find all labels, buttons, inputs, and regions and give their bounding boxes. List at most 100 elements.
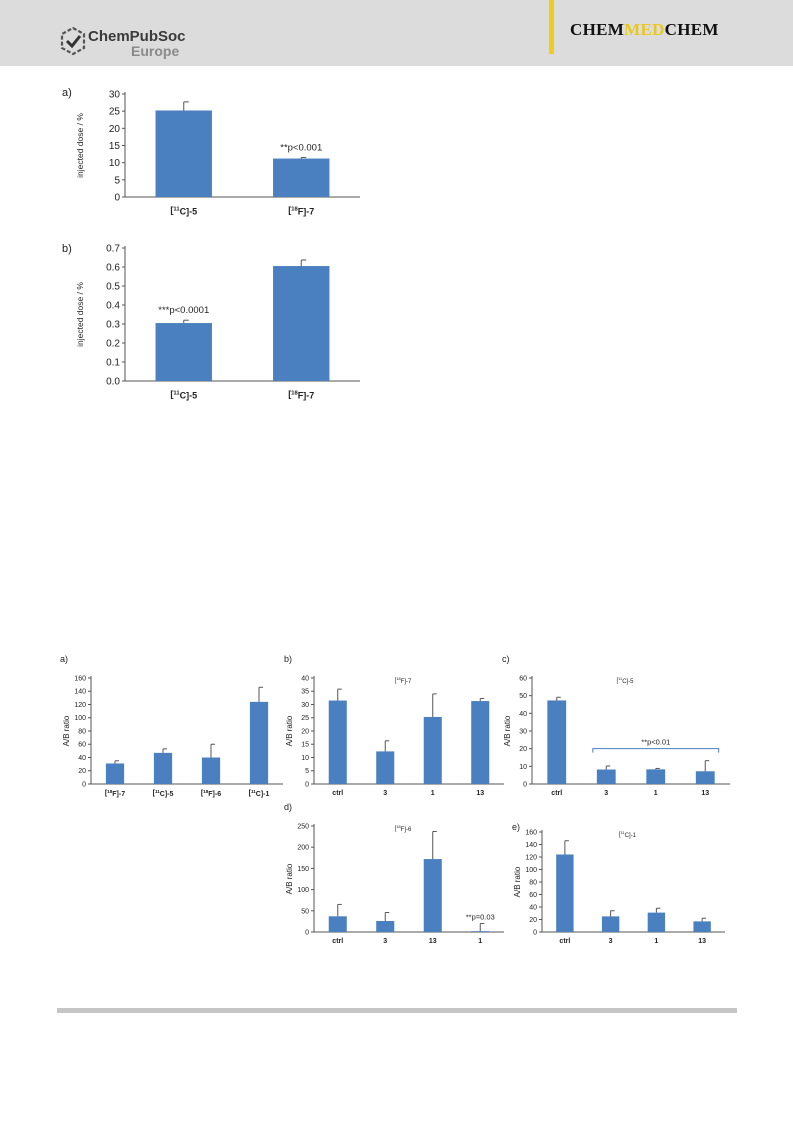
y-tick-label: 60 (78, 742, 86, 749)
bar (155, 110, 212, 197)
bar (647, 912, 666, 932)
x-tick-label: [11C]-5 (170, 389, 197, 400)
y-tick-label: 0.1 (106, 358, 120, 369)
y-tick-label: 120 (74, 702, 86, 709)
y-tick-label: 60 (519, 675, 527, 682)
journal-title-left: CHEM (570, 20, 625, 39)
x-tick-label: 13 (701, 790, 709, 797)
y-tick-label: 40 (301, 675, 309, 682)
x-tick-label: 13 (429, 938, 437, 945)
bar (273, 266, 330, 381)
y-tick-label: 30 (301, 702, 309, 709)
panel-label: b) (284, 654, 292, 664)
chart-title: [11C]-1 (619, 830, 637, 839)
y-tick-label: 140 (74, 689, 86, 696)
journal-accent-bar (549, 0, 554, 54)
bar (423, 859, 442, 932)
y-tick-label: 30 (109, 90, 121, 101)
y-axis-label: injected dose / % (75, 113, 85, 178)
x-tick-label: [18F]-7 (288, 205, 314, 216)
figure1-panel-b-chart: b) injected dose / % 0.0 0.1 0.2 0.3 0.4 0.5 0.6… (62, 243, 360, 400)
y-axis-label: injected dose / % (75, 282, 85, 347)
y-tick-label: 10 (109, 158, 121, 169)
bar (201, 757, 221, 784)
figure2-panel-e-chart: e) A/B ratio 0 20 40 60 80 100 120 140 160 [11C]-1 c… (512, 822, 725, 945)
y-tick-label: 20 (78, 768, 86, 775)
y-tick-label: 100 (525, 867, 537, 874)
y-axis-label: A/B ratio (285, 863, 294, 894)
y-tick-label: 80 (529, 879, 537, 886)
bar (695, 771, 715, 784)
x-tick-label: 1 (654, 790, 658, 797)
y-tick-label: 140 (525, 842, 537, 849)
footer-divider (57, 1008, 737, 1013)
y-tick-label: 150 (297, 866, 309, 873)
y-axis-label: A/B ratio (513, 866, 522, 897)
bar (273, 158, 330, 197)
x-tick-label: 3 (609, 938, 613, 945)
significance-bracket (592, 748, 720, 753)
x-tick-label: ctrl (551, 790, 562, 797)
y-tick-label: 15 (301, 742, 309, 749)
y-tick-label: 20 (109, 124, 121, 135)
y-tick-label: 10 (301, 755, 309, 762)
y-tick-label: 0.7 (106, 244, 120, 255)
y-tick-label: 120 (525, 854, 537, 861)
panel-label: a) (60, 654, 68, 664)
y-tick-label: 35 (301, 689, 309, 696)
x-tick-label: 13 (476, 790, 484, 797)
panel-label: a) (62, 87, 72, 99)
y-tick-label: 0.2 (106, 339, 120, 350)
bar (376, 751, 395, 784)
x-tick-label: [11C]-5 (170, 205, 197, 216)
x-tick-label: ctrl (559, 938, 570, 945)
panel-label: c) (502, 654, 510, 664)
y-tick-label: 40 (78, 755, 86, 762)
significance-label: **p=0.03 (466, 913, 495, 922)
y-tick-label: 5 (305, 768, 309, 775)
bar (155, 323, 212, 381)
panel-label: e) (512, 822, 520, 832)
chart-title: [18F]-6 (395, 824, 412, 833)
y-tick-label: 30 (519, 728, 527, 735)
bar (596, 769, 616, 784)
y-tick-label: 200 (297, 845, 309, 852)
y-tick-label: 0.6 (106, 263, 120, 274)
x-tick-label: 3 (604, 790, 608, 797)
y-axis-label: A/B ratio (285, 715, 294, 746)
publisher-logo-icon (60, 26, 86, 56)
y-tick-label: 250 (297, 823, 309, 830)
significance-label: **p<0.001 (280, 143, 322, 154)
figure2-panel-a-chart: a) A/B ratio 0 20 40 60 80 100 120 140 160 [18F]-7 [… (60, 654, 283, 798)
bar (547, 700, 567, 784)
bar (105, 763, 125, 784)
x-tick-label: [18F]-7 (105, 789, 125, 798)
y-tick-label: 0 (305, 781, 309, 788)
publisher-name: ChemPubSoc (88, 28, 186, 45)
bar (646, 769, 666, 784)
y-tick-label: 10 (519, 764, 527, 771)
y-tick-label: 40 (519, 711, 527, 718)
y-tick-label: 160 (74, 675, 86, 682)
publisher-logo: ChemPubSoc Europe (60, 26, 200, 60)
x-tick-label: 1 (478, 938, 482, 945)
x-tick-label: 13 (698, 938, 706, 945)
x-tick-label: [11C]-1 (249, 789, 270, 798)
y-tick-label: 0.3 (106, 320, 120, 331)
page-header: ChemPubSoc Europe CHEMMEDCHEM (0, 0, 793, 66)
y-tick-label: 0.0 (106, 377, 120, 388)
x-tick-label: [18F]-6 (201, 789, 221, 798)
bar (693, 921, 711, 932)
bar (423, 716, 442, 784)
x-tick-label: ctrl (332, 790, 343, 797)
y-axis-label: A/B ratio (62, 715, 71, 746)
y-tick-label: 25 (301, 715, 309, 722)
x-tick-label: 3 (383, 790, 387, 797)
x-tick-label: [18F]-7 (288, 389, 314, 400)
journal-title: CHEMMEDCHEM (570, 20, 719, 40)
y-tick-label: 100 (74, 715, 86, 722)
chart-title: [18F]-7 (395, 676, 412, 685)
bar (376, 920, 395, 932)
panel-label: b) (62, 243, 72, 255)
journal-title-right: CHEM (664, 20, 719, 39)
